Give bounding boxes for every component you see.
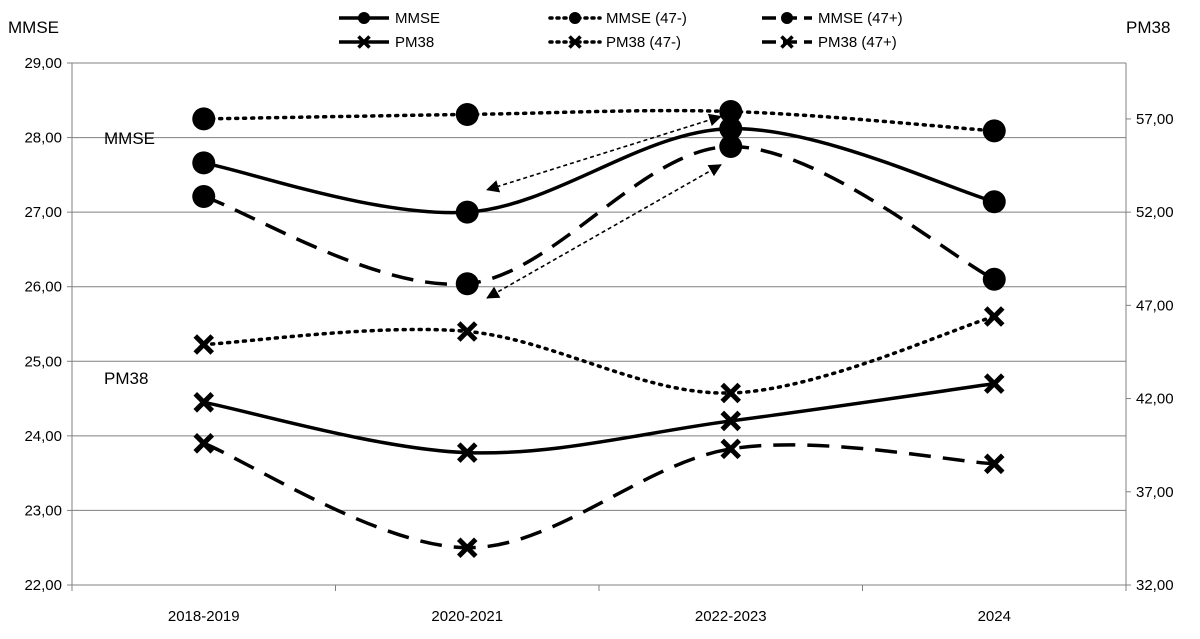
legend-item: MMSE (47-) xyxy=(548,10,687,27)
x-marker-stroke xyxy=(456,442,478,463)
series-5 xyxy=(193,433,1005,558)
pm38-inline-label: PM38 xyxy=(104,369,148,388)
series-line xyxy=(203,441,995,550)
legend-label: PM38 (47-) xyxy=(606,34,681,51)
left-axis-title: MMSE xyxy=(8,18,59,37)
axes: 22,00 23,00 24,00 25,00 26,00 27,00 28,00 29,00… xyxy=(8,18,1174,625)
left-tick-label: 27,00 xyxy=(24,204,62,221)
legend-marker xyxy=(568,35,582,49)
data-point xyxy=(982,190,1006,214)
left-tick-label: 29,00 xyxy=(24,55,62,72)
data-point xyxy=(193,392,215,413)
series-line xyxy=(202,314,996,395)
right-axis-title: PM38 xyxy=(1126,18,1170,37)
data-point xyxy=(193,334,215,355)
x-marker-stroke xyxy=(456,537,478,558)
data-point xyxy=(719,135,743,159)
right-tick-label: 37,00 xyxy=(1136,484,1174,501)
left-tick-label: 26,00 xyxy=(24,279,62,296)
series-layer xyxy=(192,99,1006,558)
legend-marker xyxy=(569,12,581,24)
series-4 xyxy=(193,306,1005,404)
x-marker-stroke xyxy=(193,392,215,413)
legend-item: PM38 (47+) xyxy=(762,34,897,51)
x-tick-label: 2018-2019 xyxy=(168,608,240,625)
data-point xyxy=(193,433,215,454)
left-tick-label: 22,00 xyxy=(24,577,62,594)
data-point xyxy=(983,453,1005,475)
legend-label: MMSE (47-) xyxy=(606,10,687,27)
legend-item: MMSE (47+) xyxy=(762,10,903,27)
x-tick-label: 2022-2023 xyxy=(695,608,767,625)
data-point xyxy=(982,119,1006,143)
left-tick-label: 24,00 xyxy=(24,428,62,445)
x-marker-stroke xyxy=(720,410,742,432)
data-point xyxy=(192,184,216,208)
annotation-arrow xyxy=(486,113,722,193)
x-marker-stroke xyxy=(983,373,1005,394)
x-marker-stroke xyxy=(193,334,215,355)
data-point xyxy=(456,537,478,558)
x-marker-stroke xyxy=(983,306,1005,327)
data-point xyxy=(720,410,742,432)
annotation-arrow xyxy=(486,164,722,299)
left-tick-label: 25,00 xyxy=(24,353,62,370)
data-point xyxy=(983,306,1005,327)
left-tick-label: 23,00 xyxy=(24,502,62,519)
series-line xyxy=(202,108,996,133)
legend-marker xyxy=(780,35,794,49)
series-line xyxy=(203,126,995,215)
data-point xyxy=(192,107,216,131)
x-tick-label: 2024 xyxy=(978,608,1011,625)
legend-marker xyxy=(357,35,371,49)
data-point xyxy=(719,99,743,123)
x-marker-stroke xyxy=(720,438,742,460)
legend-item: PM38 xyxy=(339,34,434,51)
series-2 xyxy=(192,135,1006,296)
annotations: MMSE PM38 xyxy=(104,113,722,388)
legend-label: PM38 (47+) xyxy=(818,34,897,51)
data-point xyxy=(719,117,743,141)
legend-item: MMSE xyxy=(339,10,440,27)
legend-item: PM38 (47-) xyxy=(548,34,681,51)
left-tick-label: 28,00 xyxy=(24,130,62,147)
data-point xyxy=(456,321,478,342)
right-tick-label: 52,00 xyxy=(1136,204,1174,221)
data-point xyxy=(455,102,479,126)
legend: MMSE MMSE (47-) MMSE (47+) PM38 PM38 (47-) PM… xyxy=(339,10,903,51)
x-tick-label: 2020-2021 xyxy=(431,608,503,625)
legend-label: MMSE xyxy=(395,10,440,27)
series-line xyxy=(203,381,995,455)
data-point xyxy=(456,442,478,463)
data-point xyxy=(983,373,1005,394)
data-point xyxy=(455,200,479,224)
series-3 xyxy=(193,373,1005,463)
legend-marker xyxy=(358,12,370,24)
data-point xyxy=(720,438,742,460)
right-tick-label: 47,00 xyxy=(1136,297,1174,314)
data-point xyxy=(720,382,742,404)
x-marker-stroke xyxy=(983,453,1005,475)
legend-label: MMSE (47+) xyxy=(818,10,903,27)
x-marker-stroke xyxy=(720,382,742,404)
legend-label: PM38 xyxy=(395,34,434,51)
data-point xyxy=(192,151,216,175)
x-marker-stroke xyxy=(456,321,478,342)
legend-marker xyxy=(781,12,793,24)
right-tick-label: 32,00 xyxy=(1136,577,1174,594)
data-point xyxy=(982,267,1006,291)
mmse-inline-label: MMSE xyxy=(104,129,155,148)
x-marker-stroke xyxy=(193,433,215,454)
data-point xyxy=(455,272,479,296)
right-tick-label: 42,00 xyxy=(1136,391,1174,408)
series-1 xyxy=(192,99,1006,143)
right-tick-label: 57,00 xyxy=(1136,111,1174,128)
